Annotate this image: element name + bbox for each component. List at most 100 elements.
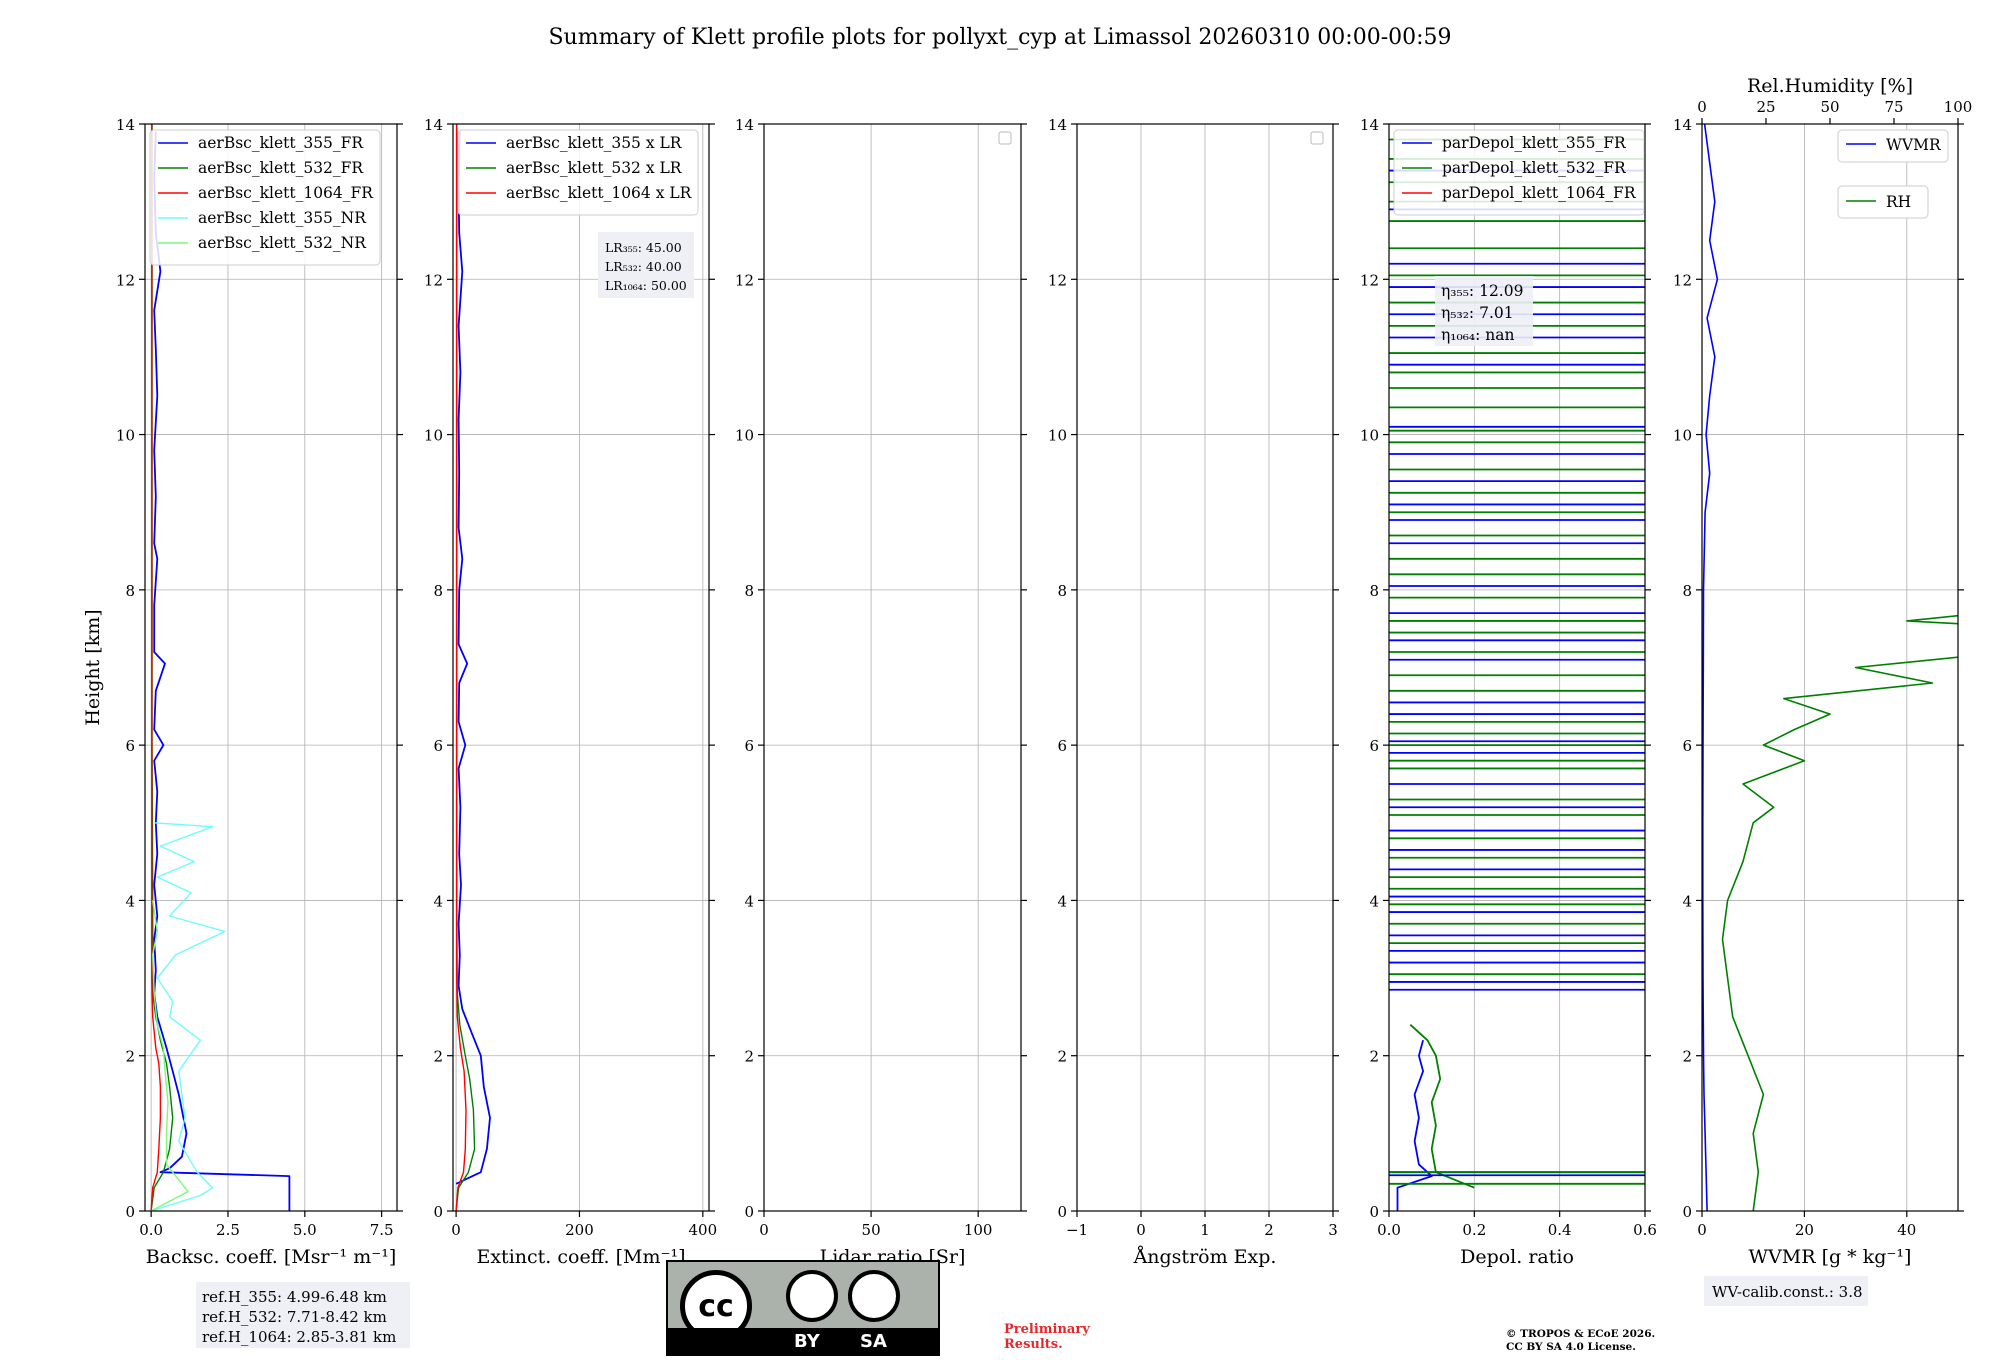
- legend-depol: parDepol_klett_355_FR parDepol_klett_532_…: [1393, 129, 1645, 216]
- y-tick-label-bsc-1: 2: [125, 1048, 135, 1066]
- y-tick-label-depol-4: 8: [1369, 582, 1379, 600]
- x-tick-label-depol-0: 0.0: [1377, 1221, 1401, 1239]
- attribution-icon: [786, 1270, 838, 1322]
- y-tick-label-wv-7: 14: [1673, 116, 1692, 134]
- series-line-bsc-0: [153, 131, 291, 1211]
- data-layer-wv: [1702, 124, 1958, 1211]
- y-tick-label-lr-4: 8: [744, 582, 754, 600]
- y-tick-label-ext-5: 10: [424, 427, 443, 445]
- top-x-tick-label-0: 0: [1697, 98, 1707, 116]
- x-tick-label-lr-1: 50: [862, 1221, 881, 1239]
- data-layer-ext: [455, 124, 491, 1211]
- legend-bsc-label-1: aerBsc_klett_532_FR: [198, 159, 364, 177]
- y-tick-label-wv-3: 6: [1682, 737, 1692, 755]
- x-tick-label-wv-0: 0: [1697, 1221, 1707, 1239]
- series-line-bsc-3: [150, 822, 226, 1211]
- copyright-note: © TROPOS & ECoE 2026. CC BY SA 4.0 Licen…: [1506, 1328, 1655, 1354]
- legend-bsc: aerBsc_klett_355_FR aerBsc_klett_532_FRae…: [149, 129, 381, 266]
- y-tick-label-ext-4: 8: [433, 582, 443, 600]
- reference-height-box: [196, 1282, 410, 1348]
- legend-wvmr-box: [1837, 129, 1949, 163]
- y-tick-label-ang-6: 12: [1048, 271, 1067, 289]
- data-layer-bsc: [150, 124, 291, 1211]
- axes-frame-depol: [1388, 123, 1646, 1212]
- legend-bsc-label-4: aerBsc_klett_532_NR: [198, 234, 367, 252]
- legend-depol-label-0: parDepol_klett_355_FR: [1442, 134, 1627, 152]
- y-tick-label-lr-6: 12: [735, 271, 754, 289]
- y-tick-label-wv-5: 10: [1673, 427, 1692, 445]
- x-tick-label-ang-0: −1: [1066, 1221, 1088, 1239]
- lidar-ratio-line-1: LR₅₃₂: 40.00: [605, 259, 682, 274]
- y-tick-label-ext-3: 6: [433, 737, 443, 755]
- legend-rh: RH: [1837, 185, 1929, 219]
- y-tick-label-bsc-0: 0: [125, 1203, 135, 1221]
- legend-bsc-label-2: aerBsc_klett_1064_FR: [198, 184, 374, 202]
- y-tick-label-ext-1: 2: [433, 1048, 443, 1066]
- y-tick-label-ang-0: 0: [1057, 1203, 1067, 1221]
- y-tick-label-bsc-7: 14: [116, 116, 135, 134]
- x-tick-label-depol-1: 0.2: [1462, 1221, 1486, 1239]
- x-tick-label-bsc-1: 2.5: [216, 1221, 240, 1239]
- x-axis-label-depol: Depol. ratio: [1460, 1246, 1574, 1268]
- empty-legend-ang: [1310, 131, 1324, 145]
- lidar-ratio-line-2: LR₁₀₆₄: 50.00: [605, 278, 687, 293]
- top-x-axis-label: Rel.Humidity [%]: [1747, 75, 1913, 97]
- copyright-line-2: CC BY SA 4.0 License.: [1506, 1341, 1636, 1353]
- preliminary-results-note: Preliminary Results.: [1004, 1322, 1090, 1352]
- legend-ext-box: [457, 129, 699, 216]
- series-line-bsc-2: [150, 124, 162, 1211]
- x-tick-label-bsc-0: 0.0: [139, 1221, 163, 1239]
- legend-ext-label-0: aerBsc_klett_355 x LR: [506, 134, 683, 152]
- y-tick-label-wv-1: 2: [1682, 1048, 1692, 1066]
- legend-rh-label: RH: [1886, 193, 1911, 211]
- y-tick-label-ang-7: 14: [1048, 116, 1067, 134]
- y-tick-label-ext-6: 12: [424, 271, 443, 289]
- x-axis-label-wv: WVMR [g * kg⁻¹]: [1749, 1246, 1912, 1268]
- series-line-depol-0: [1396, 1039, 1433, 1211]
- y-tick-label-depol-0: 0: [1369, 1203, 1379, 1221]
- figure-title: Summary of Klett profile plots for polly…: [548, 25, 1451, 50]
- legend-wvmr: WVMR: [1837, 129, 1949, 163]
- legend-ext-label-2: aerBsc_klett_1064 x LR: [506, 184, 693, 202]
- eta-annotation-box: [1435, 276, 1533, 346]
- y-tick-label-depol-2: 4: [1369, 892, 1379, 910]
- legend-ext: aerBsc_klett_355 x LR aerBsc_klett_532 x …: [457, 129, 699, 216]
- x-tick-label-ext-1: 200: [565, 1221, 594, 1239]
- y-tick-label-wv-4: 8: [1682, 582, 1692, 600]
- cc-sa-label: SA: [860, 1331, 887, 1352]
- legend-bsc-label-0: aerBsc_klett_355_FR: [198, 134, 364, 152]
- y-tick-label-bsc-5: 10: [116, 427, 135, 445]
- x-tick-label-ext-0: 0: [451, 1221, 461, 1239]
- top-x-tick-label-1: 25: [1756, 98, 1775, 116]
- x-tick-label-bsc-3: 7.5: [370, 1221, 394, 1239]
- y-tick-label-lr-0: 0: [744, 1203, 754, 1221]
- y-tick-label-lr-3: 6: [744, 737, 754, 755]
- y-tick-label-ext-2: 4: [433, 892, 443, 910]
- series-line-wv-0: [1702, 124, 1719, 1211]
- x-axis-label-ang: Ångström Exp.: [1133, 1246, 1277, 1268]
- y-tick-label-bsc-6: 12: [116, 271, 135, 289]
- legend-depol-label-1: parDepol_klett_532_FR: [1442, 159, 1627, 177]
- legend-depol-label-2: parDepol_klett_1064_FR: [1442, 184, 1637, 202]
- copyright-line-1: © TROPOS & ECoE 2026.: [1506, 1328, 1656, 1340]
- y-tick-label-bsc-3: 6: [125, 737, 135, 755]
- x-tick-label-ang-3: 2: [1264, 1221, 1274, 1239]
- series-line-ext-0: [455, 131, 491, 1185]
- x-tick-label-wv-1: 20: [1795, 1221, 1814, 1239]
- y-tick-label-wv-2: 4: [1682, 892, 1692, 910]
- y-tick-label-depol-5: 10: [1360, 427, 1379, 445]
- y-tick-label-depol-7: 14: [1360, 116, 1379, 134]
- reference-height-line-2: ref.H_1064: 2.85-3.81 km: [202, 1328, 396, 1346]
- legend-ext-label-1: aerBsc_klett_532 x LR: [506, 159, 683, 177]
- series-line-ext-2: [455, 124, 467, 1211]
- lidar-ratio-line-0: LR₃₅₅: 45.00: [605, 240, 682, 255]
- legend-wvmr-label: WVMR: [1886, 136, 1942, 154]
- x-tick-label-ang-4: 3: [1328, 1221, 1338, 1239]
- x-tick-label-depol-2: 0.4: [1548, 1221, 1572, 1239]
- y-tick-label-lr-2: 4: [744, 892, 754, 910]
- panel-wv: 0 20 40 0 2 4 6 8 10 12 14 WVMR [g * kg⁻¹] 0 25 50 75 10…: [1673, 75, 1972, 1306]
- cc-license-badge: cc BY SA: [666, 1260, 940, 1356]
